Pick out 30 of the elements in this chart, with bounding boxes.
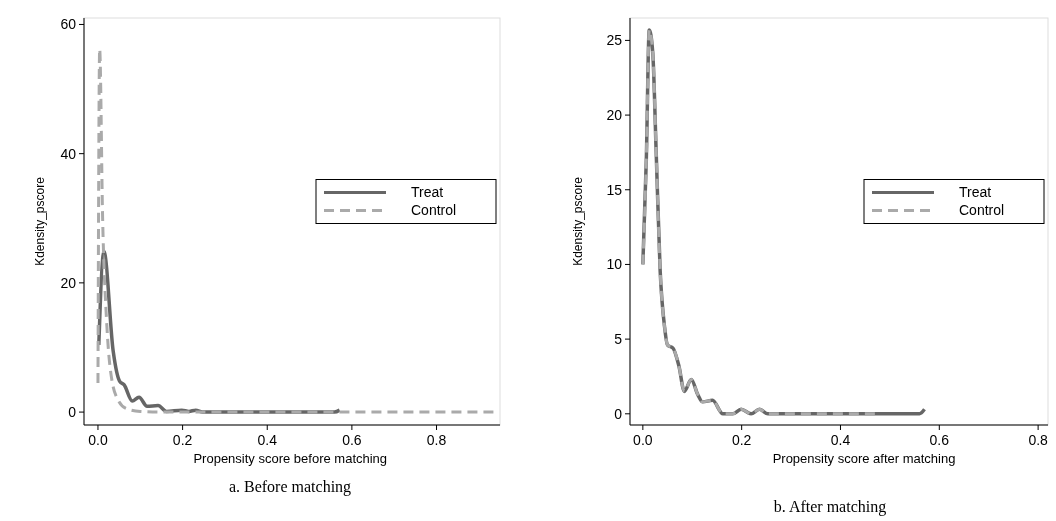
legend-label: Treat	[959, 184, 992, 201]
y-axis-title: Kdensity_pscore	[33, 176, 47, 266]
text: a. Before matching	[228, 478, 352, 496]
x-tick-label: 0.8	[1028, 432, 1049, 448]
text: b. After matching	[773, 498, 887, 516]
x-tick-label: 0.2	[731, 432, 752, 448]
x-tick-label: 0.0	[88, 432, 108, 448]
x-tick-label: 0.4	[830, 432, 851, 448]
y-axis-title: Kdensity_pscore	[571, 176, 585, 266]
x-tick-label: 0.8	[426, 432, 447, 448]
y-tick-label: 25	[606, 32, 623, 49]
legend-label: Control	[959, 202, 1005, 219]
x-tick-label: 0.6	[929, 432, 950, 448]
x-axis-title: Propensity score before matching	[193, 451, 388, 466]
y-tick-label: 20	[606, 106, 623, 123]
y-tick-label: 15	[606, 181, 623, 198]
x-tick-label: 0.6	[342, 432, 362, 448]
y-tick-label: 60	[60, 16, 77, 33]
x-tick-label: 0.4	[257, 432, 278, 448]
y-tick-label: 10	[606, 256, 623, 273]
y-tick-label: 5	[614, 331, 623, 348]
legend-label: Treat	[411, 184, 444, 201]
y-tick-label: 0	[68, 403, 77, 420]
y-tick-label: 20	[60, 274, 77, 291]
x-tick-label: 0.2	[172, 432, 193, 448]
x-tick-label: 0.0	[633, 432, 653, 448]
x-axis-title: Propensity score after matching	[772, 451, 956, 466]
y-tick-label: 0	[614, 405, 623, 422]
y-tick-label: 40	[60, 145, 77, 162]
legend-label: Control	[411, 202, 457, 219]
